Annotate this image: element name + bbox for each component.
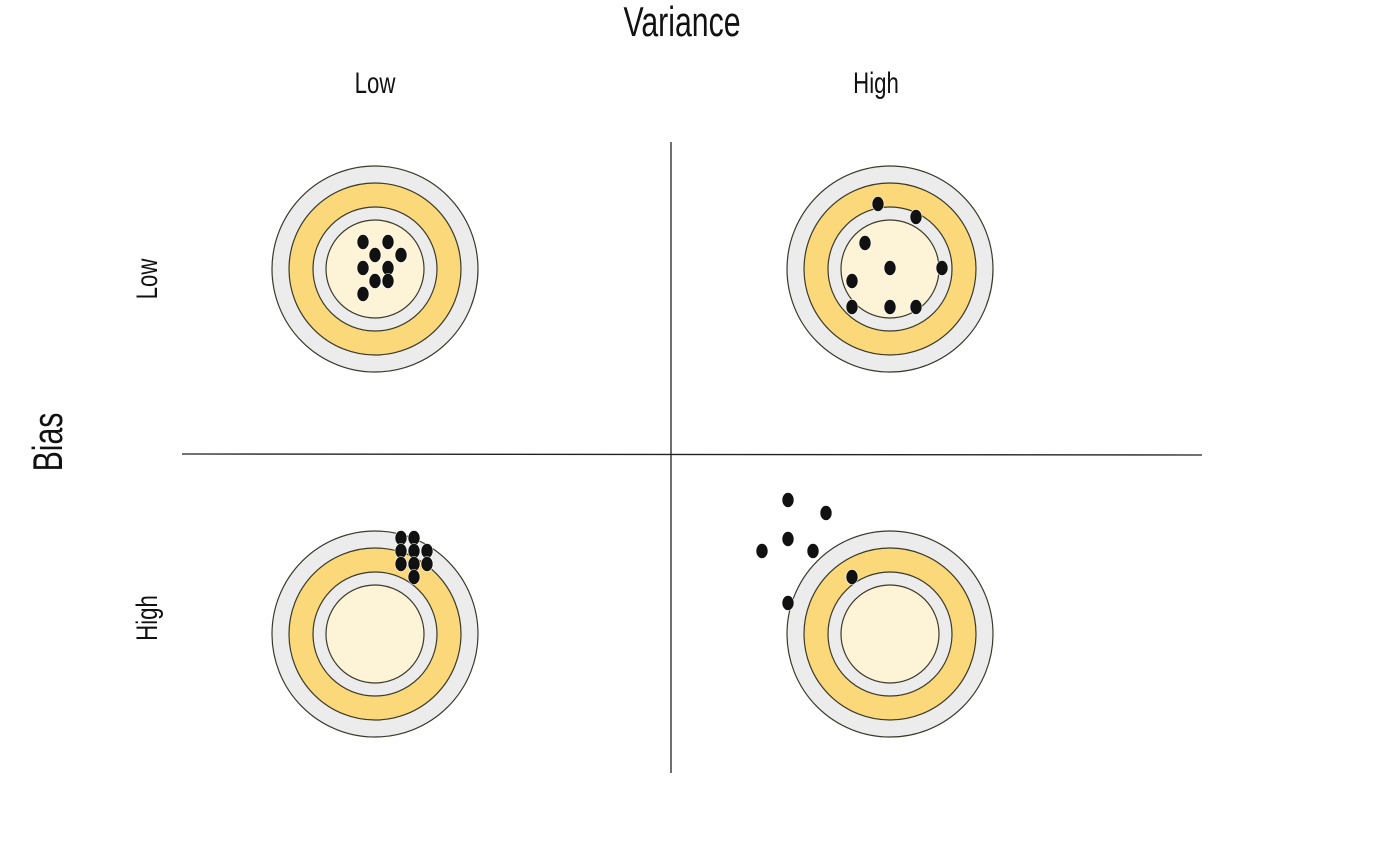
shot-dot — [381, 273, 395, 289]
target-low-bias-low-variance — [271, 165, 479, 373]
variance-low-label: Low — [354, 67, 396, 100]
shot-dot — [407, 569, 421, 585]
variance-axis-title: Variance — [623, 0, 741, 45]
shot-dot — [755, 543, 769, 559]
bullseye — [325, 219, 425, 319]
shot-dot — [394, 247, 408, 263]
shot-group-low-bias-high-variance — [845, 196, 949, 315]
shot-dot — [883, 299, 897, 315]
bullseye — [325, 584, 425, 684]
shot-dot — [781, 531, 795, 547]
shot-group-high-bias-low-variance — [394, 530, 434, 585]
shot-dot — [845, 273, 859, 289]
target-high-bias-high-variance — [786, 530, 994, 738]
shot-dot — [819, 505, 833, 521]
shot-group-high-bias-high-variance — [755, 492, 859, 611]
shot-dot — [845, 569, 859, 585]
shot-dot — [909, 299, 923, 315]
quadrant-dividers — [181, 142, 1203, 773]
shot-dot — [368, 247, 382, 263]
shot-dot — [356, 234, 370, 250]
shot-dot — [356, 286, 370, 302]
shot-group-low-bias-low-variance — [356, 234, 408, 302]
quadrant-high-bias-low-variance — [271, 530, 479, 738]
shot-dot — [381, 234, 395, 250]
quadrant-low-bias-low-variance — [271, 165, 479, 373]
bullseye — [840, 584, 940, 684]
shot-dot — [394, 556, 408, 572]
horizontal-divider — [181, 453, 1203, 456]
quadrant-low-bias-high-variance — [786, 165, 994, 373]
shot-dot — [420, 556, 434, 572]
shot-dot — [368, 273, 382, 289]
shot-dot — [781, 492, 795, 508]
shot-dot — [883, 260, 897, 276]
shot-dot — [858, 235, 872, 251]
quadrant-high-bias-high-variance — [755, 492, 994, 738]
variance-high-label: High — [853, 67, 899, 100]
shot-dot — [935, 260, 949, 276]
shot-dot — [356, 260, 370, 276]
target-high-bias-low-variance — [271, 530, 479, 738]
shot-dot — [871, 196, 885, 212]
shot-dot — [845, 299, 859, 315]
shot-dot — [781, 595, 795, 611]
shot-dot — [806, 543, 820, 559]
shot-dot — [909, 209, 923, 225]
